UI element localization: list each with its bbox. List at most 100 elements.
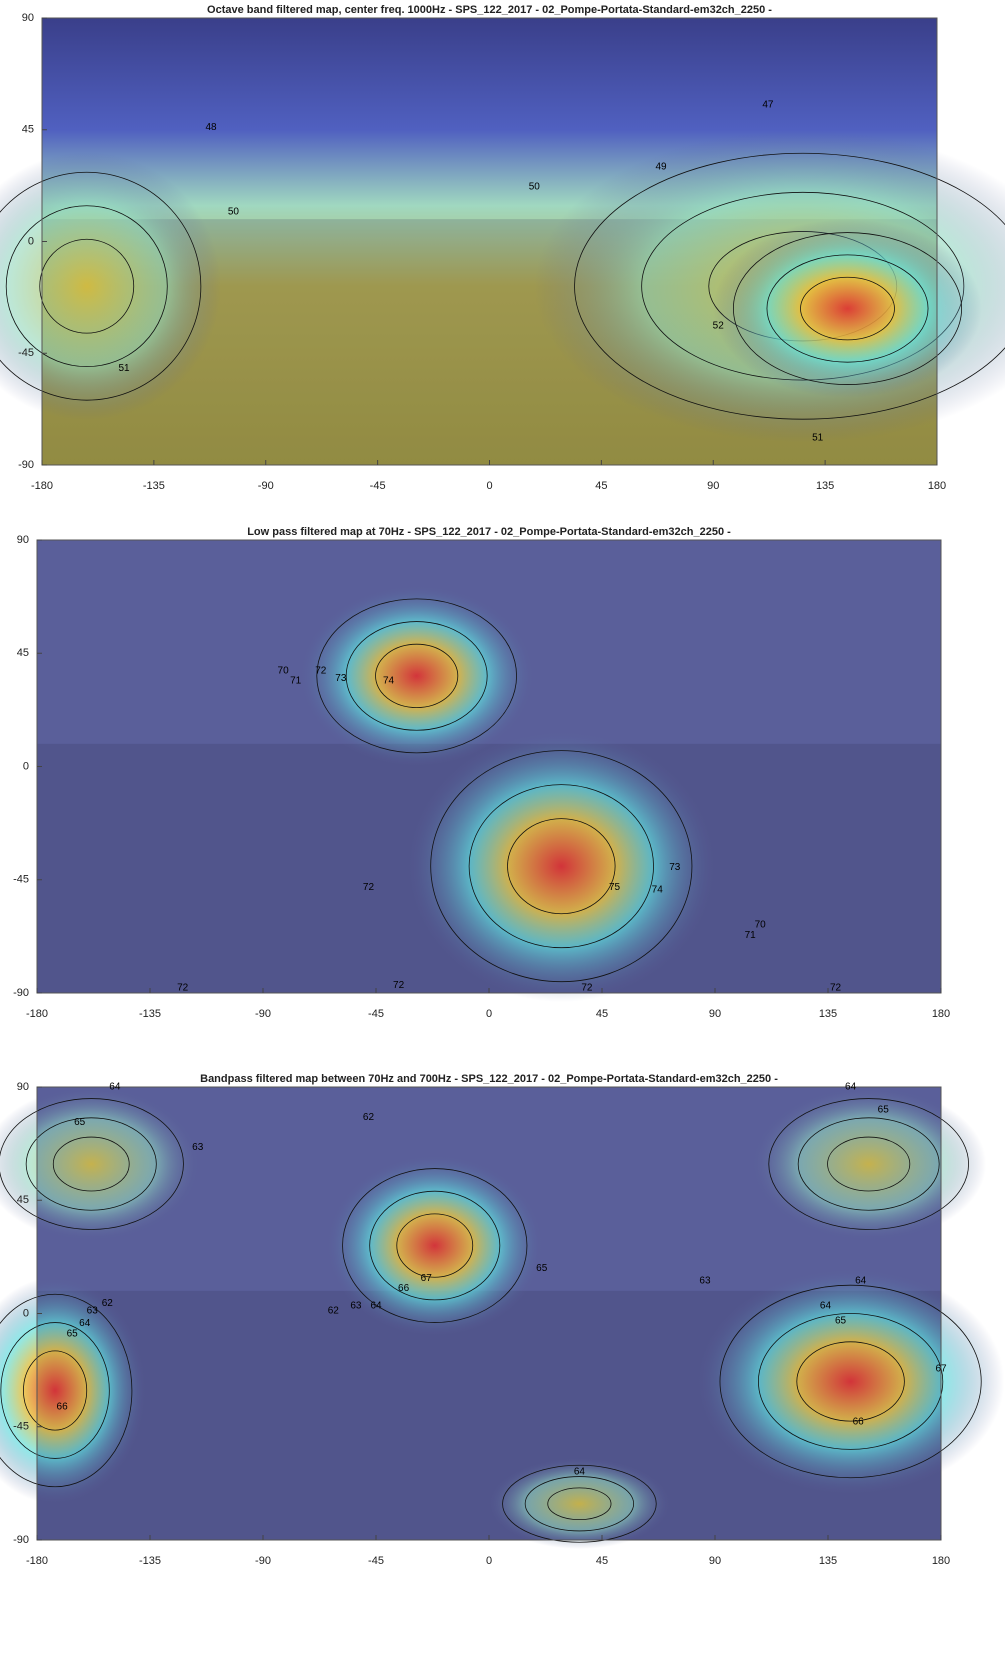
page: {"chart_data": [ {"type": "heatmap", "ti… xyxy=(0,0,1005,1658)
contour-label: 47 xyxy=(762,100,774,111)
heat-spot xyxy=(713,219,982,398)
contour-label: 50 xyxy=(529,182,541,193)
contour-label: 64 xyxy=(109,1082,121,1093)
contour-label: 71 xyxy=(290,676,302,687)
x-tick-label: -45 xyxy=(370,480,386,492)
x-tick-label: -90 xyxy=(255,1008,271,1020)
y-tick-label: 0 xyxy=(28,235,34,247)
y-tick-label: 90 xyxy=(17,534,29,546)
contour-label: 62 xyxy=(363,1112,375,1123)
x-tick-label: 90 xyxy=(709,1008,721,1020)
y-tick-label: -45 xyxy=(18,347,34,359)
contour-label: 73 xyxy=(335,673,347,684)
contour-label: 64 xyxy=(370,1301,382,1312)
contour-label: 65 xyxy=(878,1104,890,1115)
contour-label: 64 xyxy=(574,1467,586,1478)
contour-label: 65 xyxy=(67,1328,79,1339)
x-tick-label: 45 xyxy=(596,1008,608,1020)
x-tick-label: -45 xyxy=(368,1555,384,1567)
contour-label: 74 xyxy=(383,676,395,687)
contour-label: 63 xyxy=(350,1301,362,1312)
contour-label: 63 xyxy=(699,1275,711,1286)
y-tick-label: -45 xyxy=(13,874,29,886)
contour-label: 72 xyxy=(393,980,405,991)
contour-label: 73 xyxy=(669,862,681,873)
contour-label: 63 xyxy=(87,1306,99,1317)
contour-label: 49 xyxy=(655,162,667,173)
contour-label: 65 xyxy=(536,1263,548,1274)
contour-label: 72 xyxy=(177,983,189,994)
contour-label: 51 xyxy=(118,363,130,374)
contour-label: 67 xyxy=(935,1364,947,1375)
panel: Octave band filtered map, center freq. 1… xyxy=(0,4,1005,492)
chart-title: Octave band filtered map, center freq. 1… xyxy=(207,4,772,16)
contour-label: 50 xyxy=(228,206,240,217)
y-tick-label: -45 xyxy=(13,1421,29,1433)
contour-label: 64 xyxy=(855,1275,867,1286)
x-tick-label: 180 xyxy=(932,1555,950,1567)
contour-label: 70 xyxy=(278,666,290,677)
contour-label: 66 xyxy=(853,1416,865,1427)
x-tick-label: 0 xyxy=(486,480,492,492)
y-tick-label: 45 xyxy=(17,1194,29,1206)
contour-label: 72 xyxy=(363,882,375,893)
contour-label: 70 xyxy=(755,920,767,931)
y-tick-label: 45 xyxy=(17,647,29,659)
x-tick-label: 135 xyxy=(816,480,834,492)
contour-label: 64 xyxy=(820,1301,832,1312)
x-tick-label: -135 xyxy=(139,1555,161,1567)
panel: Bandpass filtered map between 70Hz and 7… xyxy=(0,1073,1004,1567)
contour-label: 62 xyxy=(328,1306,340,1317)
contour-label: 66 xyxy=(57,1401,69,1412)
y-tick-label: 90 xyxy=(17,1081,29,1093)
x-tick-label: -180 xyxy=(31,480,53,492)
x-tick-label: 45 xyxy=(596,1555,608,1567)
contour-label: 66 xyxy=(398,1283,410,1294)
chart-title: Bandpass filtered map between 70Hz and 7… xyxy=(200,1073,778,1085)
x-tick-label: -45 xyxy=(368,1008,384,1020)
x-tick-label: -90 xyxy=(255,1555,271,1567)
x-tick-label: -135 xyxy=(143,480,165,492)
contour-label: 62 xyxy=(102,1298,114,1309)
y-tick-label: 45 xyxy=(22,124,34,136)
contour-label: 72 xyxy=(315,666,327,677)
x-tick-label: -180 xyxy=(26,1008,48,1020)
x-tick-label: 90 xyxy=(709,1555,721,1567)
contour-label: 71 xyxy=(745,930,757,941)
x-tick-label: -135 xyxy=(139,1008,161,1020)
contour-label: 51 xyxy=(812,432,824,443)
heat-spot xyxy=(751,1087,986,1241)
heat-spot xyxy=(697,1268,1004,1495)
contour-label: 65 xyxy=(835,1316,847,1327)
y-tick-label: 0 xyxy=(23,760,29,772)
contour-label: 64 xyxy=(79,1318,91,1329)
contour-label: 65 xyxy=(74,1117,86,1128)
contour-label: 74 xyxy=(652,884,664,895)
figure: Octave band filtered map, center freq. 1… xyxy=(0,0,1005,1653)
contour-label: 64 xyxy=(845,1082,857,1093)
y-tick-label: -90 xyxy=(13,1534,29,1546)
x-tick-label: -90 xyxy=(258,480,274,492)
panel: Low pass filtered map at 70Hz - SPS_122_… xyxy=(13,526,950,1020)
y-tick-label: -90 xyxy=(13,987,29,999)
x-tick-label: 180 xyxy=(932,1008,950,1020)
y-tick-label: 90 xyxy=(22,12,34,24)
contour-label: 63 xyxy=(192,1142,204,1153)
x-tick-label: 135 xyxy=(819,1555,837,1567)
y-tick-label: -90 xyxy=(18,459,34,471)
contour-label: 67 xyxy=(421,1273,433,1284)
x-tick-label: 0 xyxy=(486,1555,492,1567)
x-tick-label: 45 xyxy=(595,480,607,492)
x-tick-label: 0 xyxy=(486,1008,492,1020)
contour-label: 75 xyxy=(609,882,621,893)
x-tick-label: 180 xyxy=(928,480,946,492)
x-tick-label: 135 xyxy=(819,1008,837,1020)
contour-label: 72 xyxy=(830,983,842,994)
contour-label: 48 xyxy=(205,122,217,133)
contour-label: 52 xyxy=(713,321,725,332)
y-tick-label: 0 xyxy=(23,1307,29,1319)
x-tick-label: -180 xyxy=(26,1555,48,1567)
contour-label: 72 xyxy=(581,983,593,994)
chart-title: Low pass filtered map at 70Hz - SPS_122_… xyxy=(247,526,731,538)
x-tick-label: 90 xyxy=(707,480,719,492)
